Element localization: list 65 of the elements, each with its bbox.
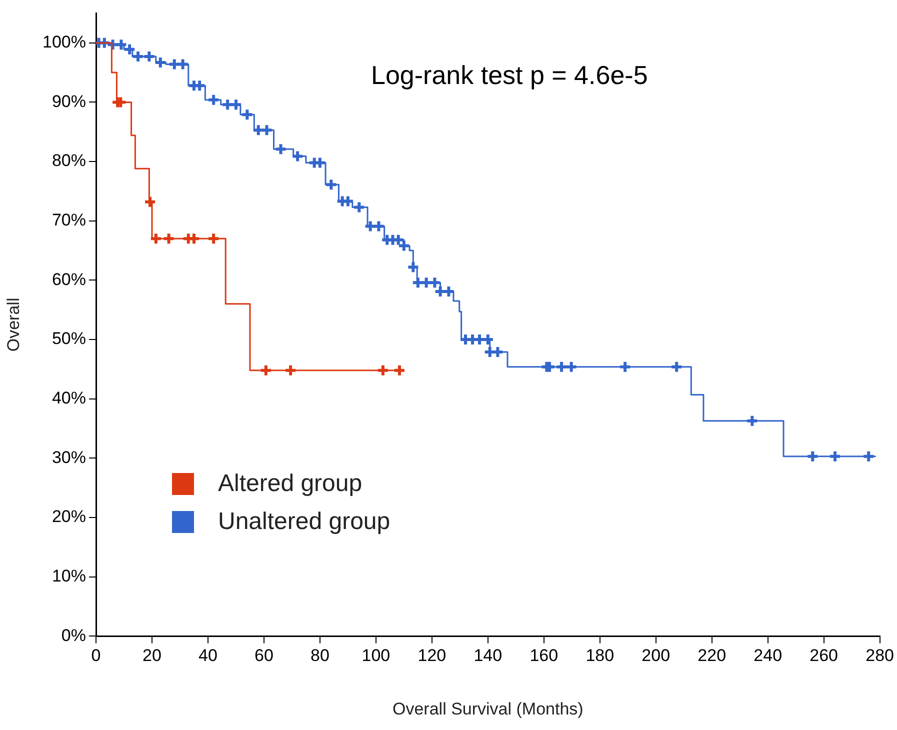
x-tick-label: 260: [810, 646, 838, 666]
y-tick-label: 80%: [52, 151, 86, 170]
legend-label: Unaltered group: [218, 508, 390, 536]
point: [114, 96, 128, 109]
point: [670, 360, 684, 374]
point: [240, 108, 254, 122]
y-tick-label: 70%: [52, 210, 86, 230]
x-tick-label: 140: [474, 646, 502, 666]
point: [252, 124, 265, 137]
point: [324, 178, 338, 192]
x-tick-label: 200: [642, 646, 670, 666]
point: [229, 98, 242, 112]
x-tick-label: 20: [142, 646, 162, 666]
x-tick-label: 0: [91, 646, 101, 666]
x-tick-label: 280: [866, 646, 894, 666]
y-tick-label: 100%: [42, 32, 86, 52]
point: [618, 360, 632, 374]
point: [291, 150, 304, 163]
point: [555, 360, 568, 374]
point: [207, 93, 220, 106]
y-tick-label: 40%: [52, 388, 86, 408]
point: [168, 58, 181, 71]
point: [274, 142, 288, 156]
point: [376, 364, 390, 377]
x-tick-label: 180: [586, 646, 614, 666]
x-axis-title: Overall Survival (Months): [392, 699, 584, 718]
x-tick-label: 120: [418, 646, 446, 666]
point: [260, 124, 274, 137]
point: [154, 56, 167, 69]
y-tick-label: 30%: [52, 448, 86, 467]
point: [406, 260, 420, 274]
point: [862, 450, 876, 463]
x-tick-label: 160: [530, 646, 558, 666]
y-axis-title: Overall: [4, 298, 23, 352]
point: [352, 200, 366, 214]
point: [207, 232, 220, 246]
x-tick-label: 80: [310, 646, 330, 666]
y-tick-label: 50%: [52, 329, 86, 348]
point: [806, 450, 820, 463]
x-tick-label: 60: [254, 646, 274, 666]
x-tick-label: 100: [362, 646, 390, 666]
annotation: Log-rank test p = 4.6e-5: [371, 60, 648, 92]
point: [149, 232, 162, 246]
x-tick-label: 220: [698, 646, 726, 666]
point: [144, 195, 157, 208]
point: [284, 364, 298, 377]
legend-label: Altered group: [218, 470, 362, 498]
point: [746, 414, 759, 428]
y-tick-label: 10%: [52, 566, 86, 586]
y-tick-label: 60%: [52, 270, 86, 289]
point: [162, 232, 176, 246]
point: [142, 50, 156, 64]
point: [176, 58, 190, 71]
point: [392, 364, 406, 377]
point: [542, 360, 556, 374]
point: [564, 360, 578, 374]
y-tick-label: 20%: [52, 507, 86, 526]
y-tick-label: 90%: [52, 92, 86, 111]
x-tick-label: 240: [754, 646, 782, 666]
y-tick-label: 0%: [61, 626, 86, 645]
point: [828, 450, 842, 463]
point: [259, 364, 272, 377]
x-tick-label: 40: [198, 646, 218, 666]
point: [372, 220, 386, 233]
point: [411, 276, 424, 290]
